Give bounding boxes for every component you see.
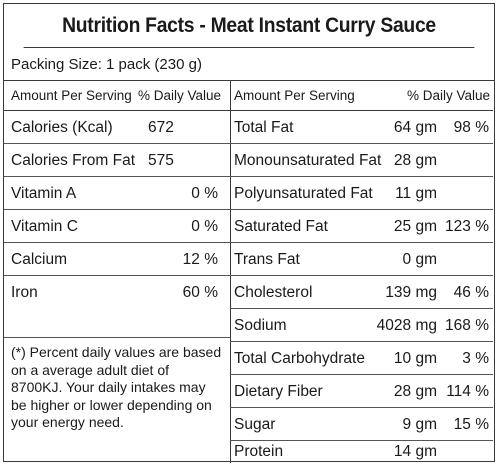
row-dv: 123 % [445,218,489,235]
right-row-total-fat: Total Fat 64 gm 98 % [230,111,493,144]
row-amount: 28 gm [393,152,437,169]
left-row-vitamin-a: Vitamin A 0 % [4,177,230,210]
left-row-calories: Calories (Kcal) 672 [4,111,230,144]
row-label: Vitamin A [11,185,77,202]
right-row-sugar: Sugar 9 gm 15 % [230,408,493,441]
row-dv: 168 % [445,317,489,334]
right-row-total-carbohydrate: Total Carbohydrate 10 gm 3 % [230,342,493,375]
left-header: Amount Per Serving % Daily Value [4,81,230,111]
row-dv: 114 % [446,383,489,400]
left-row-vitamin-c: Vitamin C 0 % [4,210,230,243]
row-value: 575 [148,152,174,169]
row-label: Sodium [234,317,287,334]
left-header-amount: Amount Per Serving [11,88,132,103]
row-dv: 12 % [182,251,218,268]
row-label: Calories (Kcal) [11,119,113,136]
left-row-iron: Iron 60 % [4,276,230,309]
row-amount: 9 gm [402,416,437,433]
row-amount: 0 gm [402,251,437,268]
row-label: Polyunsaturated Fat [234,185,373,202]
packing-size: Packing Size: 1 pack (230 g) [4,48,494,81]
row-amount: 64 gm [393,119,437,136]
row-dv: 46 % [453,284,489,301]
row-dv: 98 % [453,119,489,136]
row-label: Protein [234,443,284,460]
right-header-amount: Amount Per Serving [234,88,355,103]
row-label: Monounsaturated Fat [234,152,382,169]
row-dv: 15 % [453,416,489,433]
right-row-saturated-fat: Saturated Fat 25 gm 123 % [230,210,493,243]
right-row-sodium: Sodium 4028 mg 168 % [230,309,493,342]
row-label: Saturated Fat [234,218,328,235]
row-dv: 60 % [182,284,218,301]
row-label: Vitamin C [11,218,78,235]
row-amount: 11 gm [395,185,437,202]
row-label: Total Fat [234,119,294,136]
row-label: Calcium [11,251,67,268]
row-amount: 10 gm [393,350,437,367]
left-row-calcium: Calcium 12 % [4,243,230,276]
row-amount: 28 gm [393,383,437,400]
right-row-polyunsaturated-fat: Polyunsaturated Fat 11 gm [230,177,493,210]
row-amount: 4028 mg [376,317,437,334]
left-header-dv: % Daily Value [138,88,222,103]
right-row-trans-fat: Trans Fat 0 gm [230,243,493,276]
right-row-dietary-fiber: Dietary Fiber 28 gm 114 % [230,375,493,408]
footnote-divider [4,337,230,338]
row-amount: 25 gm [393,218,437,235]
right-header: Amount Per Serving % Daily Value [230,81,493,111]
column-divider [230,81,231,463]
right-row-cholesterol: Cholesterol 139 mg 46 % [230,276,493,309]
row-label: Dietary Fiber [234,383,323,400]
row-amount: 139 mg [385,284,437,301]
right-row-protein: Protein 14 gm [230,441,493,462]
row-dv: 3 % [462,350,489,367]
row-amount: 14 gm [393,443,437,460]
row-dv: 0 % [191,218,218,235]
footnote: (*) Percent daily values are based on a … [11,344,222,430]
row-label: Trans Fat [234,251,300,268]
nutrition-facts-panel: Nutrition Facts - Meat Instant Curry Sau… [3,3,495,463]
row-label: Total Carbohydrate [234,350,365,367]
right-row-monounsaturated-fat: Monounsaturated Fat 28 gm [230,144,493,177]
row-label: Cholesterol [234,284,313,301]
page-title: Nutrition Facts - Meat Instant Curry Sau… [23,4,475,48]
row-label: Calories From Fat [11,152,136,169]
row-label: Sugar [234,416,276,433]
left-row-calories-from-fat: Calories From Fat 575 [4,144,230,177]
row-label: Iron [11,284,38,301]
row-dv: 0 % [191,185,218,202]
right-header-dv: % Daily Value [406,88,490,103]
row-value: 672 [148,119,174,136]
